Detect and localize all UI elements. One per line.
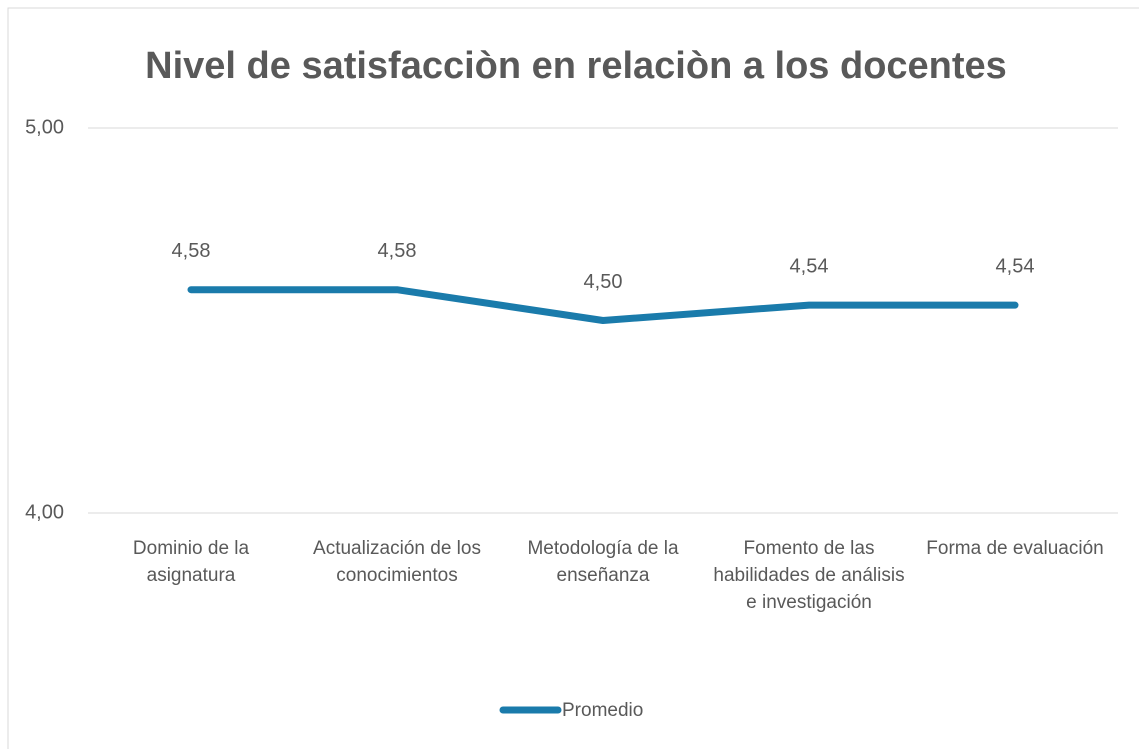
data-label: 4,58 (172, 240, 211, 262)
y-tick-label: 5,00 (25, 116, 64, 138)
data-label: 4,54 (996, 255, 1035, 277)
x-tick-label: Metodología de la enseñanza (527, 538, 679, 586)
x-tick-label: Fomento de las habilidades de análisis e… (713, 538, 905, 613)
x-tick-label: Actualización de los conocimientos (313, 538, 481, 586)
x-tick-label: Forma de evaluación (926, 538, 1104, 559)
data-label: 4,50 (584, 271, 623, 293)
y-tick-label: 4,00 (25, 501, 64, 523)
legend-label: Promedio (562, 700, 643, 721)
chart-frame (7, 7, 1139, 749)
data-label: 4,58 (378, 240, 417, 262)
data-label: 4,54 (790, 255, 829, 277)
x-tick-label: Dominio de la asignatura (132, 538, 250, 586)
series-line (187, 286, 1019, 324)
chart-title: Nivel de satisfacciòn en relaciòn a los … (145, 45, 1007, 87)
